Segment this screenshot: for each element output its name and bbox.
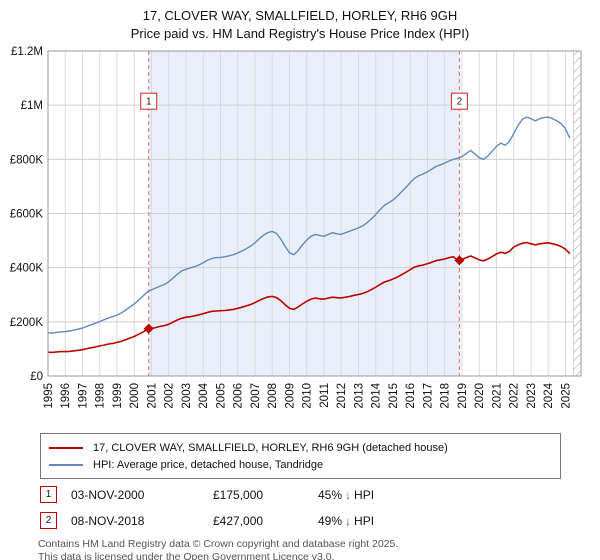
footer-line-1: Contains HM Land Registry data © Crown c… [38, 538, 399, 550]
svg-text:2021: 2021 [491, 383, 503, 409]
attribution-footer: Contains HM Land Registry data © Crown c… [38, 538, 600, 560]
legend-property-label: 17, CLOVER WAY, SMALLFIELD, HORLEY, RH6 … [93, 441, 448, 454]
event-2-hpi-diff: 49% ↓ HPI [318, 513, 375, 528]
legend-item-hpi: HPI: Average price, detached house, Tand… [49, 456, 552, 473]
svg-text:2009: 2009 [284, 383, 296, 409]
event-2-price: £427,000 [213, 513, 264, 528]
down-arrow-icon: ↓ [345, 513, 352, 528]
svg-text:2003: 2003 [181, 383, 193, 409]
svg-text:2023: 2023 [526, 383, 538, 409]
legend-hpi-label: HPI: Average price, detached house, Tand… [93, 458, 324, 471]
event-1-price: £175,000 [213, 487, 264, 502]
svg-text:2024: 2024 [543, 382, 555, 408]
svg-text:2022: 2022 [509, 383, 521, 409]
svg-text:2007: 2007 [250, 383, 262, 409]
svg-text:2000: 2000 [129, 383, 141, 409]
svg-text:£600K: £600K [10, 209, 44, 221]
svg-text:2: 2 [457, 97, 463, 108]
svg-text:2002: 2002 [164, 383, 176, 409]
legend-item-property: 17, CLOVER WAY, SMALLFIELD, HORLEY, RH6 … [49, 439, 552, 456]
svg-text:2019: 2019 [457, 383, 469, 409]
svg-text:1996: 1996 [60, 383, 72, 409]
page-subtitle: Price paid vs. HM Land Registry's House … [130, 26, 470, 41]
svg-text:1998: 1998 [95, 383, 107, 409]
svg-text:2025: 2025 [560, 383, 572, 409]
chart-legend: 17, CLOVER WAY, SMALLFIELD, HORLEY, RH6 … [40, 433, 561, 479]
svg-text:2017: 2017 [422, 383, 434, 409]
svg-text:1995: 1995 [43, 383, 55, 409]
svg-text:2012: 2012 [336, 383, 348, 409]
svg-text:£1.2M: £1.2M [11, 46, 43, 58]
event-2-date: 08-NOV-2018 [71, 513, 145, 528]
svg-text:£0: £0 [30, 371, 43, 383]
event-1-marker: 1 [40, 486, 57, 503]
event-1-hpi-diff: 45% ↓ HPI [318, 487, 375, 502]
svg-text:2020: 2020 [474, 383, 486, 409]
down-arrow-icon: ↓ [345, 487, 352, 502]
svg-text:2005: 2005 [215, 383, 227, 409]
svg-text:£800K: £800K [10, 154, 44, 166]
svg-text:£200K: £200K [10, 317, 44, 329]
sale-event-1: 1 03-NOV-2000 £175,000 45% ↓ HPI [40, 486, 600, 503]
svg-text:£1M: £1M [21, 100, 43, 112]
svg-text:1: 1 [146, 97, 152, 108]
event-2-marker: 2 [40, 512, 57, 529]
svg-text:1999: 1999 [112, 383, 124, 409]
svg-text:2013: 2013 [353, 383, 365, 409]
svg-text:2008: 2008 [267, 383, 279, 409]
svg-text:1997: 1997 [77, 383, 89, 409]
svg-text:2011: 2011 [319, 383, 331, 408]
page-title: 17, CLOVER WAY, SMALLFIELD, HORLEY, RH6 … [142, 8, 458, 23]
footer-line-2: This data is licensed under the Open Gov… [38, 551, 335, 560]
sale-event-2: 2 08-NOV-2018 £427,000 49% ↓ HPI [40, 512, 600, 529]
svg-text:£400K: £400K [10, 263, 44, 275]
svg-text:2016: 2016 [405, 383, 417, 409]
svg-text:2006: 2006 [233, 383, 245, 409]
event-1-date: 03-NOV-2000 [71, 487, 145, 502]
chart-header: 17, CLOVER WAY, SMALLFIELD, HORLEY, RH6 … [0, 0, 600, 43]
property-line-swatch [49, 446, 83, 449]
svg-text:2010: 2010 [302, 383, 314, 409]
svg-text:2004: 2004 [198, 382, 210, 408]
hpi-line-swatch [49, 463, 83, 466]
price-chart: 1 2 £0 £200K £400K £600K £800K £1M £1.2M 1995 1996… [10, 46, 582, 409]
svg-text:2014: 2014 [371, 382, 383, 408]
svg-text:2001: 2001 [146, 383, 158, 409]
sale-events: 1 03-NOV-2000 £175,000 45% ↓ HPI 2 08-NOV-… [40, 486, 600, 529]
svg-text:2018: 2018 [440, 383, 452, 409]
svg-text:2015: 2015 [388, 383, 400, 409]
